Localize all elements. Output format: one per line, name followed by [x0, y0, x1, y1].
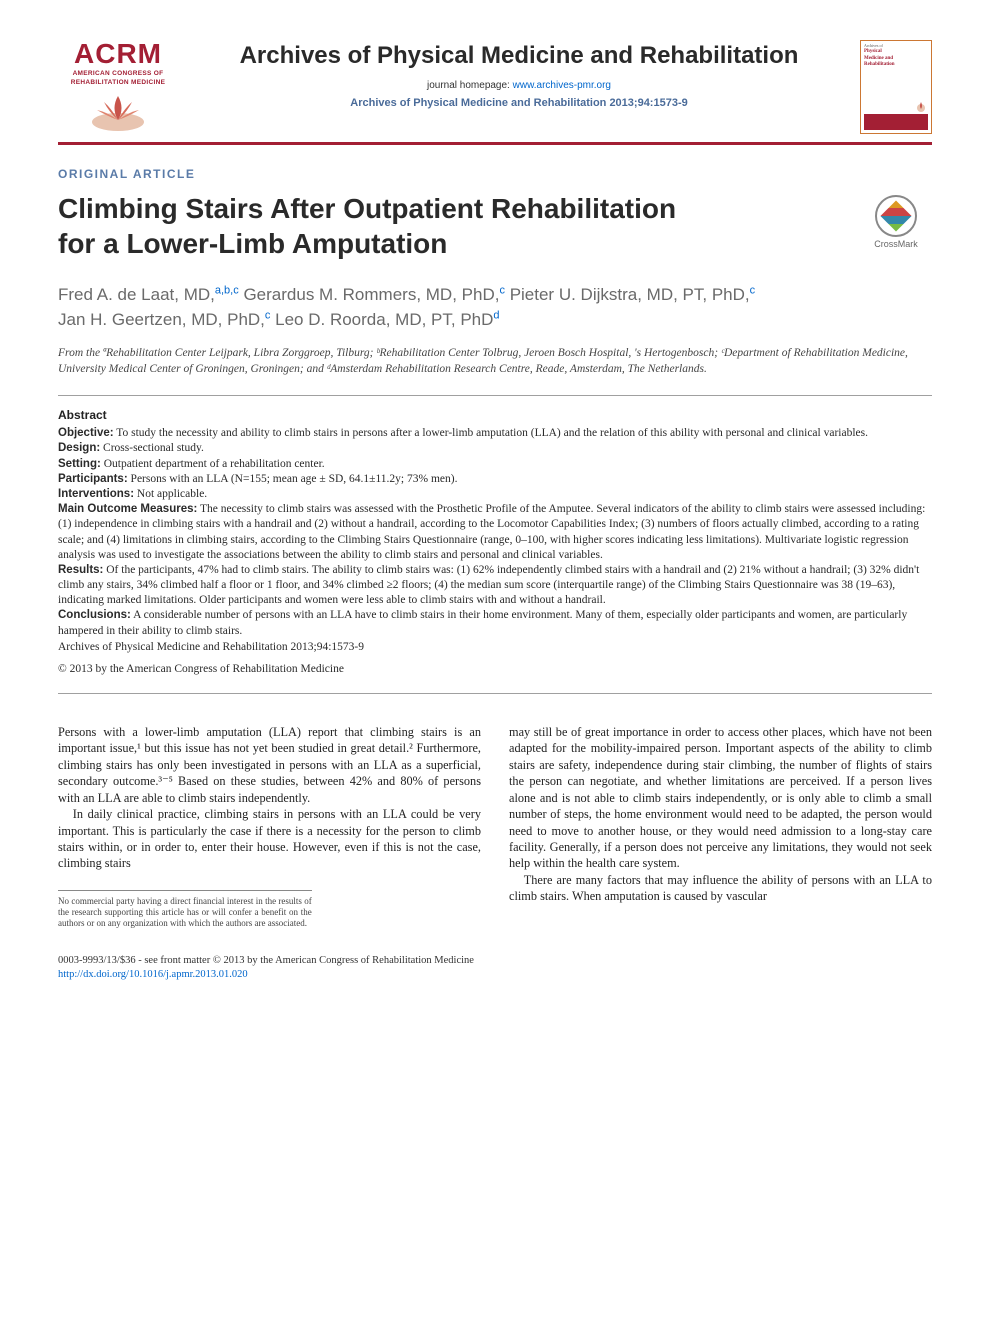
homepage-label: journal homepage: — [427, 80, 513, 91]
author-4-aff: d — [493, 309, 499, 321]
header-rule — [58, 142, 932, 145]
acrm-logo: ACRM AMERICAN CONGRESS OF REHABILITATION… — [58, 40, 178, 132]
author-4: Leo D. Roorda, MD, PT, PhD — [275, 310, 493, 329]
participants-text: Persons with an LLA (N=155; mean age ± S… — [128, 473, 458, 485]
journal-title: Archives of Physical Medicine and Rehabi… — [196, 42, 842, 70]
results-label: Results: — [58, 564, 103, 576]
conclusions-label: Conclusions: — [58, 609, 131, 621]
crossmark-icon — [875, 195, 917, 237]
cover-brand-3: Rehabilitation — [864, 62, 928, 67]
design-label: Design: — [58, 442, 100, 454]
abstract-bottom-rule — [58, 693, 932, 694]
author-2-aff: c — [750, 284, 756, 296]
header-center: Archives of Physical Medicine and Rehabi… — [196, 40, 842, 109]
abstract-copyright: © 2013 by the American Congress of Rehab… — [58, 663, 932, 675]
title-row: Climbing Stairs After Outpatient Rehabil… — [58, 191, 932, 261]
author-0-aff: a,b,c — [215, 284, 239, 296]
logo-acronym: ACRM — [58, 40, 178, 68]
doi-link[interactable]: http://dx.doi.org/10.1016/j.apmr.2013.01… — [58, 969, 248, 980]
author-0: Fred A. de Laat, MD, — [58, 285, 215, 304]
interventions-label: Interventions: — [58, 488, 134, 500]
design-text: Cross-sectional study. — [100, 442, 204, 454]
logo-subtitle-2: REHABILITATION MEDICINE — [58, 79, 178, 86]
author-3-aff: c — [265, 309, 271, 321]
results-text: Of the participants, 47% had to climb st… — [58, 564, 919, 606]
article-title: Climbing Stairs After Outpatient Rehabil… — [58, 191, 840, 261]
header-citation: Archives of Physical Medicine and Rehabi… — [196, 97, 842, 109]
coi-footnote: No commercial party having a direct fina… — [58, 890, 312, 930]
logo-subtitle-1: AMERICAN CONGRESS OF — [58, 70, 178, 77]
objective-label: Objective: — [58, 427, 114, 439]
homepage-link[interactable]: www.archives-pmr.org — [513, 80, 611, 91]
abstract-section: Abstract Objective: To study the necessi… — [58, 408, 932, 674]
crossmark-label: CrossMark — [874, 239, 918, 249]
homepage-line: journal homepage: www.archives-pmr.org — [196, 80, 842, 91]
setting-text: Outpatient department of a rehabilitatio… — [101, 458, 325, 470]
author-1: Gerardus M. Rommers, MD, PhD, — [243, 285, 499, 304]
author-1-aff: c — [499, 284, 505, 296]
cover-mini-lotus-icon — [915, 99, 927, 111]
body-columns: Persons with a lower-limb amputation (LL… — [58, 724, 932, 930]
footer-copyright: 0003-9993/13/$36 - see front matter © 20… — [58, 955, 474, 966]
author-2: Pieter U. Dijkstra, MD, PT, PhD, — [510, 285, 750, 304]
right-column: may still be of great importance in orde… — [509, 724, 932, 930]
interventions-text: Not applicable. — [134, 488, 207, 500]
abstract-citation: Archives of Physical Medicine and Rehabi… — [58, 641, 932, 653]
crossmark-badge[interactable]: CrossMark — [860, 191, 932, 249]
abstract-body: Objective: To study the necessity and ab… — [58, 426, 932, 638]
mom-label: Main Outcome Measures: — [58, 503, 197, 515]
abstract-top-rule — [58, 395, 932, 396]
author-3: Jan H. Geertzen, MD, PhD, — [58, 310, 265, 329]
title-line-2: for a Lower-Limb Amputation — [58, 228, 447, 259]
journal-cover-thumb: Archives of Physical Medicine and Rehabi… — [860, 40, 932, 134]
title-line-1: Climbing Stairs After Outpatient Rehabil… — [58, 193, 676, 224]
cover-bottom-bar — [864, 114, 928, 130]
journal-header: ACRM AMERICAN CONGRESS OF REHABILITATION… — [58, 40, 932, 134]
right-para-2: There are many factors that may influenc… — [509, 872, 932, 905]
right-para-1: may still be of great importance in orde… — [509, 724, 932, 872]
cover-mini-line: Archives of — [864, 44, 928, 48]
participants-label: Participants: — [58, 473, 128, 485]
left-para-1: Persons with a lower-limb amputation (LL… — [58, 724, 481, 806]
lotus-icon — [89, 90, 147, 132]
left-para-2: In daily clinical practice, climbing sta… — [58, 806, 481, 872]
authors-line: Fred A. de Laat, MD,a,b,c Gerardus M. Ro… — [58, 283, 932, 332]
setting-label: Setting: — [58, 458, 101, 470]
conclusions-text: A considerable number of persons with an… — [58, 609, 907, 636]
article-type-label: ORIGINAL ARTICLE — [58, 167, 932, 181]
left-column: Persons with a lower-limb amputation (LL… — [58, 724, 481, 930]
cover-brand-1: Physical — [864, 49, 928, 54]
page-footer: 0003-9993/13/$36 - see front matter © 20… — [58, 954, 932, 982]
objective-text: To study the necessity and ability to cl… — [114, 427, 868, 439]
cover-brand-2: Medicine and — [864, 56, 928, 61]
abstract-heading: Abstract — [58, 408, 932, 422]
affiliations: From the ªRehabilitation Center Leijpark… — [58, 346, 932, 377]
